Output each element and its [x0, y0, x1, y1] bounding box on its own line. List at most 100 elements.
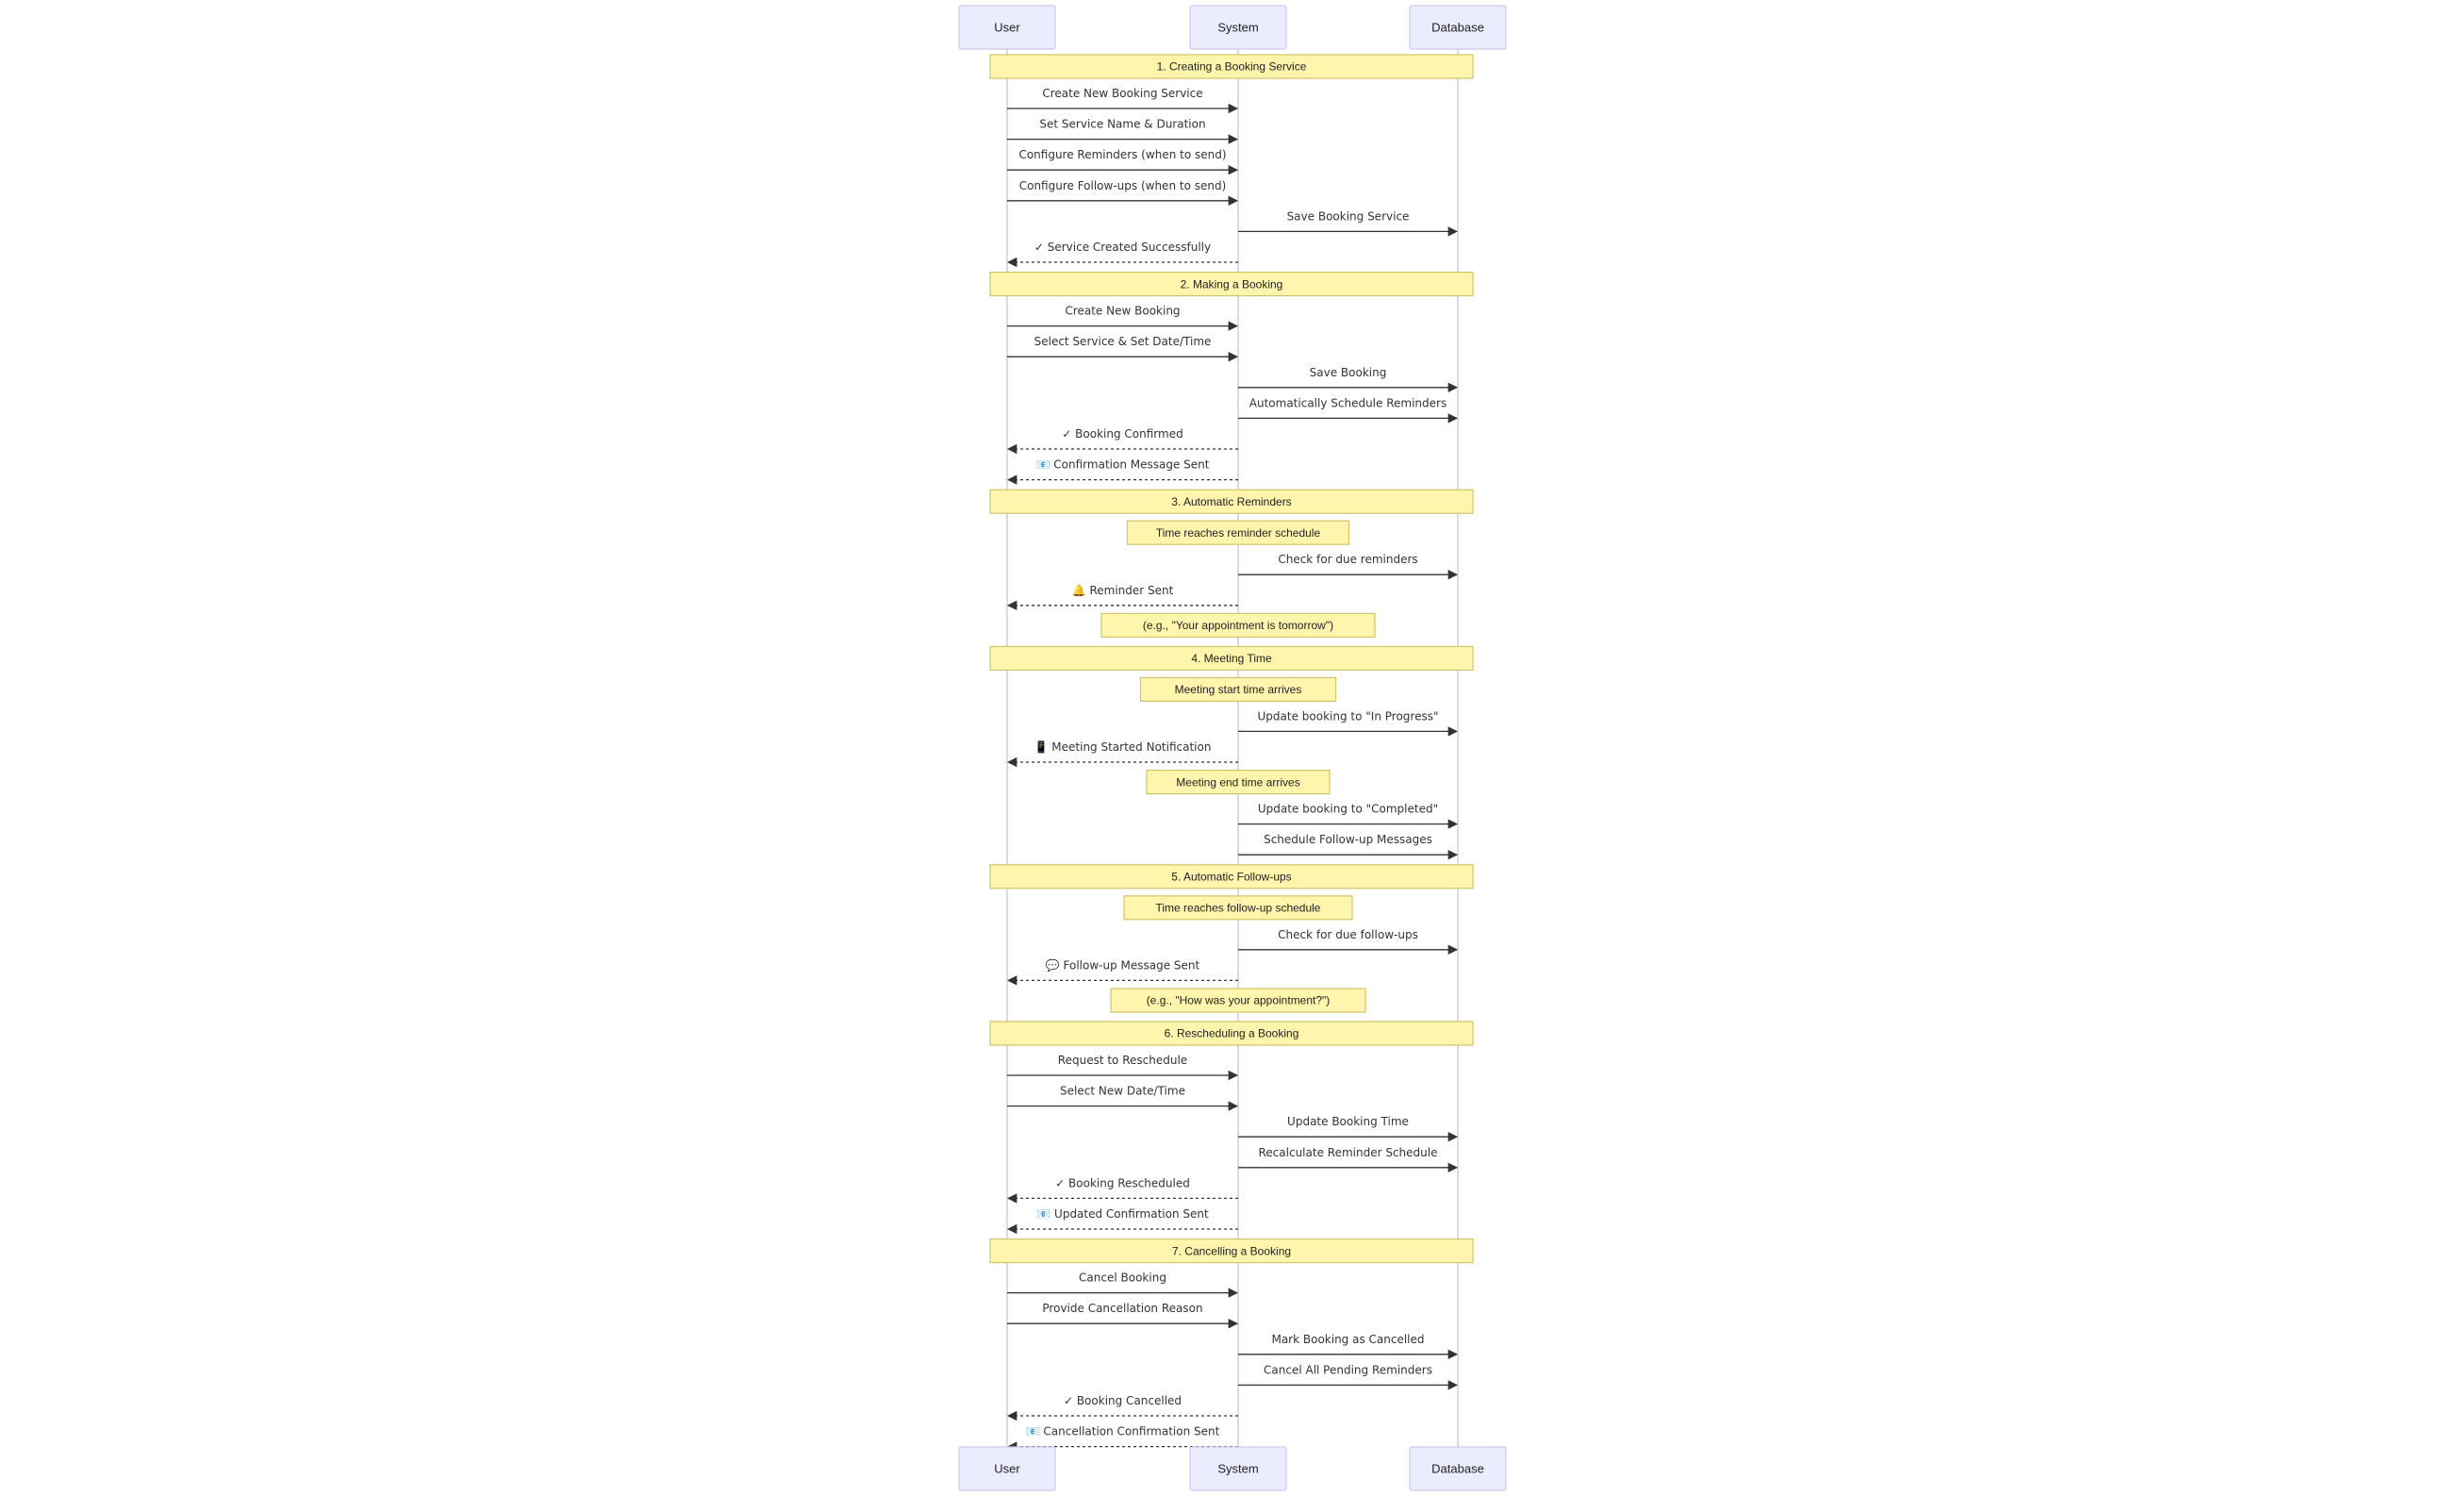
section-header: 5. Automatic Follow-ups: [989, 864, 1474, 889]
message-label: Recalculate Reminder Schedule: [1259, 1146, 1438, 1159]
message-label: ✓ Service Created Successfully: [1034, 241, 1211, 254]
actor-database-top: Database: [1409, 5, 1507, 50]
section-header: 6. Rescheduling a Booking: [989, 1021, 1474, 1046]
message: 📧 Updated Confirmation Sent: [1006, 1207, 1238, 1235]
section-title: 4. Meeting Time: [1191, 652, 1272, 665]
message-label: 📱 Meeting Started Notification: [1034, 740, 1212, 754]
message-label: ✓ Booking Rescheduled: [1055, 1176, 1190, 1189]
message: ✓ Booking Cancelled: [1006, 1394, 1238, 1421]
message: 💬 Follow-up Message Sent: [1006, 958, 1238, 986]
message: Check for due follow-ups: [1238, 928, 1459, 955]
message-label: Create New Booking Service: [1042, 87, 1202, 100]
message-label: Mark Booking as Cancelled: [1271, 1333, 1424, 1346]
message: 📱 Meeting Started Notification: [1006, 740, 1238, 768]
note-text: (e.g., "How was your appointment?"): [1147, 994, 1331, 1007]
section-title: 3. Automatic Reminders: [1171, 495, 1291, 508]
message: Cancel All Pending Reminders: [1238, 1363, 1459, 1390]
message: Update booking to "Completed": [1238, 803, 1459, 829]
actor-box: [1189, 1446, 1287, 1491]
message: Cancel Booking: [1007, 1272, 1239, 1298]
actor-user-bottom: User: [958, 1446, 1056, 1491]
message-label: Select Service & Set Date/Time: [1034, 335, 1212, 348]
section-header: 4. Meeting Time: [989, 645, 1474, 672]
message: Automatically Schedule Reminders: [1238, 396, 1459, 424]
actor-label: User: [994, 1461, 1020, 1475]
note-box: [1126, 520, 1350, 545]
message: Provide Cancellation Reason: [1007, 1302, 1239, 1329]
note-text: Meeting start time arrives: [1175, 683, 1302, 696]
message-label: ✓ Booking Confirmed: [1062, 427, 1182, 440]
message: Save Booking Service: [1238, 209, 1459, 237]
message-label: Save Booking Service: [1287, 209, 1410, 223]
message: 📧 Cancellation Confirmation Sent: [1006, 1425, 1238, 1452]
section-header: 3. Automatic Reminders: [989, 489, 1474, 514]
message-label: Update Booking Time: [1287, 1115, 1409, 1128]
message-label: Set Service Name & Duration: [1039, 118, 1205, 131]
actor-label: System: [1217, 1461, 1258, 1475]
message-label: Check for due reminders: [1278, 553, 1417, 566]
message-label: Configure Reminders (when to send): [1018, 148, 1226, 161]
message-label: ✓ Booking Cancelled: [1064, 1394, 1182, 1407]
message-label: Save Booking: [1310, 366, 1387, 379]
message: ✓ Booking Confirmed: [1006, 427, 1238, 455]
section-box: [989, 489, 1474, 514]
message-label: Automatically Schedule Reminders: [1249, 396, 1447, 409]
note-box: [1110, 988, 1366, 1013]
note-box: [1100, 612, 1376, 639]
note: (e.g., "Your appointment is tomorrow"): [1100, 612, 1376, 639]
actor-label: System: [1217, 20, 1258, 34]
message: Update booking to "In Progress": [1238, 709, 1459, 737]
section-title: 5. Automatic Follow-ups: [1171, 870, 1291, 883]
message-label: Check for due follow-ups: [1278, 928, 1418, 941]
section-title: 6. Rescheduling a Booking: [1165, 1027, 1299, 1040]
message-label: Cancel All Pending Reminders: [1264, 1363, 1432, 1376]
note-text: (e.g., "Your appointment is tomorrow"): [1143, 619, 1333, 632]
section-header: 1. Creating a Booking Service: [989, 54, 1474, 79]
message-label: Configure Follow-ups (when to send): [1019, 179, 1227, 192]
actor-label: User: [994, 20, 1020, 34]
note: Time reaches reminder schedule: [1126, 520, 1350, 545]
actor-box: [1409, 1446, 1507, 1491]
section-box: [989, 864, 1474, 889]
message-label: Cancel Booking: [1079, 1272, 1166, 1285]
message-label: 💬 Follow-up Message Sent: [1046, 958, 1200, 972]
section-box: [989, 272, 1474, 297]
message: Create New Booking: [1007, 305, 1239, 331]
note-text: Meeting end time arrives: [1176, 775, 1299, 789]
message-label: 🔔 Reminder Sent: [1072, 584, 1174, 597]
actor-box: [958, 1446, 1056, 1491]
message: Create New Booking Service: [1007, 87, 1239, 114]
message-label: 📧 Cancellation Confirmation Sent: [1026, 1425, 1220, 1438]
message: Mark Booking as Cancelled: [1238, 1333, 1459, 1360]
message: 📧 Confirmation Message Sent: [1006, 458, 1238, 485]
message: Recalculate Reminder Schedule: [1238, 1146, 1459, 1173]
message-label: Create New Booking: [1065, 305, 1180, 318]
section-box: [989, 54, 1474, 79]
message: Update Booking Time: [1238, 1115, 1459, 1142]
message: ✓ Booking Rescheduled: [1006, 1176, 1238, 1204]
message: Set Service Name & Duration: [1007, 118, 1239, 144]
note: Meeting start time arrives: [1139, 676, 1337, 703]
actor-box: [1409, 5, 1507, 50]
note-box: [1139, 676, 1337, 703]
section-title: 1. Creating a Booking Service: [1157, 60, 1307, 74]
message-label: Request to Reschedule: [1058, 1054, 1187, 1067]
section-title: 2. Making a Booking: [1181, 277, 1283, 291]
message-label: Schedule Follow-up Messages: [1264, 833, 1432, 846]
section-title: 7. Cancelling a Booking: [1172, 1244, 1291, 1257]
actor-database-bottom: Database: [1409, 1446, 1507, 1491]
actor-system-bottom: System: [1189, 1446, 1287, 1491]
message-label: Update booking to "Completed": [1258, 803, 1438, 816]
message-label: Select New Date/Time: [1060, 1085, 1185, 1098]
message: Configure Reminders (when to send): [1007, 148, 1239, 175]
note: Meeting end time arrives: [1146, 769, 1331, 795]
actor-label: Database: [1431, 20, 1484, 34]
message-label: Update booking to "In Progress": [1258, 709, 1439, 723]
message-label: 📧 Updated Confirmation Sent: [1036, 1207, 1209, 1221]
section-box: [989, 1021, 1474, 1046]
section-header: 7. Cancelling a Booking: [989, 1238, 1474, 1264]
message: Request to Reschedule: [1007, 1054, 1239, 1081]
actor-label: Database: [1431, 1461, 1484, 1475]
message: Save Booking: [1238, 366, 1459, 392]
